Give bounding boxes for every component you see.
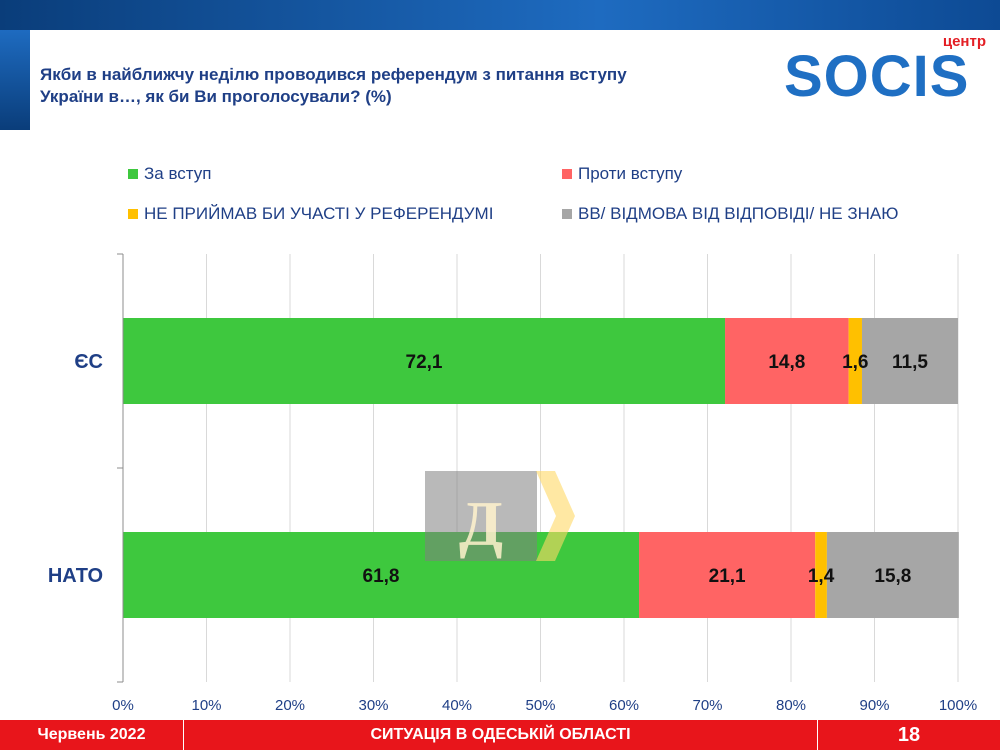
logo-main-text: SOCIS [784,44,970,109]
legend-item-hard-to-say: ВВ/ ВІДМОВА ВІД ВІДПОВІДІ/ НЕ ЗНАЮ [562,204,898,224]
x-tick-label: 0% [112,697,134,714]
data-label: 1,4 [808,566,835,587]
bar-segment [815,532,827,618]
legend-swatch-against [562,169,572,179]
legend-item-for: За вступ [128,164,211,184]
bar-segment [639,532,816,618]
socis-logo: центр SOCIS [784,33,994,107]
bar-segment [826,532,959,618]
legend-label-for: За вступ [144,164,212,183]
title-line-1: Якби в найближчу неділю проводився рефер… [40,65,627,84]
title-line-2: України в…, як би Ви проголосували? (%) [40,87,392,106]
logo-small-text: центр [942,33,986,50]
footer-date: Червень 2022 [0,720,184,750]
legend-item-no-participation: НЕ ПРИЙМАВ БИ УЧАСТІ У РЕФЕРЕНДУМІ [128,204,493,224]
legend-label-no-participation: НЕ ПРИЙМАВ БИ УЧАСТІ У РЕФЕРЕНДУМІ [144,204,494,223]
watermark-chevron [536,471,575,561]
data-label: 61,8 [363,566,400,587]
data-label: 21,1 [709,566,746,587]
axes: 0% 10% 20% 30% 40% 50% 60% 70% 80% 90% 100% 72,1 14,… [48,253,977,714]
data-label: 11,5 [892,352,928,373]
chart-legend: За вступ Проти вступу НЕ ПРИЙМАВ БИ УЧАС… [128,164,968,234]
page-number: 18 [897,724,921,746]
x-tick-label: 80% [776,697,806,714]
chart-title: Якби в найближчу неділю проводився рефер… [40,64,740,108]
legend-label-hard-to-say: ВВ/ ВІДМОВА ВІД ВІДПОВІДІ/ НЕ ЗНАЮ [578,204,899,223]
x-tick-label: 70% [692,697,722,714]
category-label: ЄС [74,351,103,373]
data-label: 1,6 [842,352,868,373]
x-tick-label: 100% [939,697,977,714]
bar-segment [861,318,958,404]
data-label: 72,1 [406,352,443,373]
legend-swatch-no-participation [128,209,138,219]
bar-segment [848,318,862,404]
legend-swatch-for [128,169,138,179]
watermark-letter: Д [459,488,503,559]
footer-bar: Червень 2022 СИТУАЦІЯ В ОДЕСЬКІЙ ОБЛАСТІ… [0,720,1000,750]
x-tick-label: 60% [609,697,639,714]
category-label: НАТО [48,565,103,587]
x-tick-label: 90% [859,697,889,714]
x-tick-label: 50% [525,697,555,714]
stacked-bar-chart: Д 0% 10% 20% 30% 40% 50% 60% 70% 80% 90% 100% 72,1 1… [48,253,977,714]
data-label: 14,8 [768,352,805,373]
x-tick-label: 20% [275,697,305,714]
x-tick-label: 10% [191,697,221,714]
legend-label-against: Проти вступу [578,164,683,183]
legend-item-against: Проти вступу [562,164,682,184]
header-band [0,0,1000,30]
header-side-tab [0,30,30,130]
bar-segment [123,318,726,404]
footer-section-title: СИТУАЦІЯ В ОДЕСЬКІЙ ОБЛАСТІ [184,720,818,750]
watermark-box [425,471,537,561]
watermark-logo: Д [425,471,575,561]
x-tick-label: 30% [358,697,388,714]
bar-segment [725,318,849,404]
data-label: 15,8 [874,566,911,587]
x-tick-label: 40% [442,697,472,714]
legend-swatch-hard-to-say [562,209,572,219]
